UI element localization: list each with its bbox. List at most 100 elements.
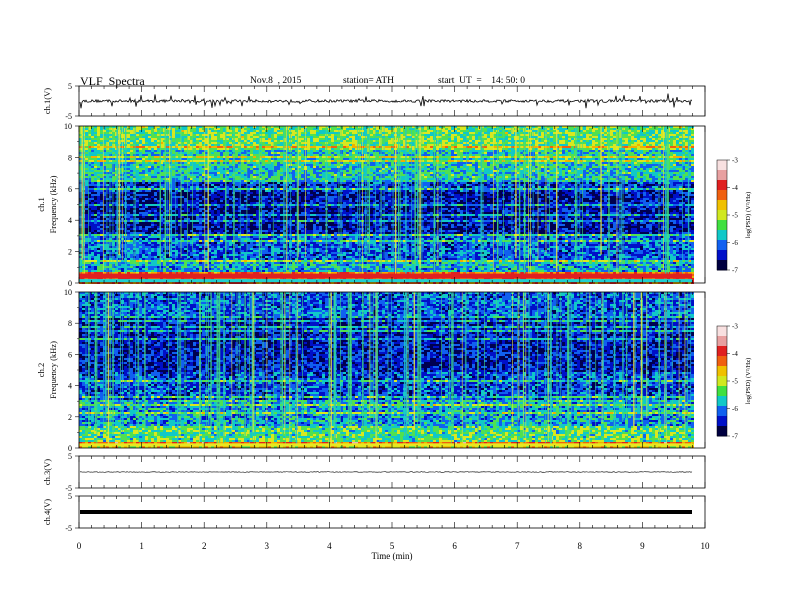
spectrogram-cell xyxy=(430,128,433,130)
spectrogram-cell xyxy=(262,136,265,138)
spectrogram-cell xyxy=(670,136,673,138)
spectrogram-cell xyxy=(346,134,349,136)
spectrogram-cell xyxy=(535,142,538,144)
spectrogram-cell xyxy=(610,136,613,138)
spectrogram-cell xyxy=(520,142,523,144)
spectrogram-cell xyxy=(268,136,271,138)
spectrogram-cell xyxy=(520,136,523,138)
spectrogram-cell xyxy=(262,142,265,144)
spectrogram-cell xyxy=(508,134,511,136)
spectrogram-cell xyxy=(442,140,445,142)
spectrogram-cell xyxy=(328,140,331,142)
spectrogram-cell xyxy=(571,128,574,130)
spectrogram-cell xyxy=(100,144,103,146)
spectrogram-cell xyxy=(319,128,322,130)
spectrogram-cell xyxy=(673,136,676,138)
spectrogram-cell xyxy=(676,128,679,130)
spectrogram-cell xyxy=(151,136,154,138)
spectrogram-cell xyxy=(85,142,88,144)
spectrogram-cell xyxy=(628,128,631,130)
spectrogram-cell xyxy=(277,132,280,134)
spectrogram-cell xyxy=(94,136,97,138)
spectrogram-cell xyxy=(217,140,220,142)
spectrogram-cell xyxy=(499,140,502,142)
spectrogram-cell xyxy=(658,134,661,136)
spectrogram-cell xyxy=(385,134,388,136)
spectrogram-cell xyxy=(592,138,595,140)
spectrogram-cell xyxy=(181,140,184,142)
spectrogram-cell xyxy=(460,140,463,142)
spectrogram-cell xyxy=(487,128,490,130)
spectrogram-cell xyxy=(310,134,313,136)
spectrogram-cell xyxy=(220,132,223,134)
spectrogram-cell xyxy=(550,130,553,132)
spectrogram-cell xyxy=(610,128,613,130)
spectrogram-cell xyxy=(136,138,139,140)
spectrogram-cell xyxy=(109,136,112,138)
spectrogram-cell xyxy=(322,136,325,138)
spectrogram-cell xyxy=(196,130,199,132)
spectrogram-cell xyxy=(436,134,439,136)
spectrogram-cell xyxy=(328,132,331,134)
spectrogram-cell xyxy=(148,138,151,140)
spectrogram-cell xyxy=(178,134,181,136)
spectrogram-cell xyxy=(217,130,220,132)
spectrogram-cell xyxy=(106,132,109,134)
spectrogram-cell xyxy=(262,128,265,130)
spectrogram-cell xyxy=(436,142,439,144)
spectrogram-cell xyxy=(430,138,433,140)
spectrogram-cell xyxy=(268,140,271,142)
spectrogram-cell xyxy=(199,140,202,142)
spectrogram-cell xyxy=(307,138,310,140)
spectrogram-cell xyxy=(460,132,463,134)
spectrogram-cell xyxy=(628,130,631,132)
spectrogram-cell xyxy=(631,130,634,132)
spectrogram-cell xyxy=(154,134,157,136)
spectrogram-cell xyxy=(376,138,379,140)
ch1-waveform-panel: 5-5ch.1(V) xyxy=(42,82,705,121)
spectrogram-cell xyxy=(142,140,145,142)
spectrogram-cell xyxy=(472,128,475,130)
spectrogram-cell xyxy=(274,128,277,130)
spectrogram-cell xyxy=(676,140,679,142)
spectrogram-cell xyxy=(316,140,319,142)
spectrogram-cell xyxy=(541,136,544,138)
spectrogram-cell xyxy=(340,132,343,134)
spectrogram-cell xyxy=(442,136,445,138)
spectrogram-cell xyxy=(136,140,139,142)
spectrogram-cell xyxy=(322,130,325,132)
spectrogram-cell xyxy=(442,128,445,130)
spectrogram-cell xyxy=(316,130,319,132)
spectrogram-cell xyxy=(211,128,214,130)
spectrogram-cell xyxy=(562,132,565,134)
spectrogram-cell xyxy=(340,140,343,142)
spectrogram-cell xyxy=(427,130,430,132)
spectrogram-cell xyxy=(445,132,448,134)
spectrogram-cell xyxy=(385,128,388,130)
spectrogram-cell xyxy=(199,136,202,138)
spectrogram-cell xyxy=(550,132,553,134)
spectrogram-cell xyxy=(193,134,196,136)
spectrogram-cell xyxy=(253,134,256,136)
spectrogram-cell xyxy=(421,138,424,140)
spectrogram-cell xyxy=(172,130,175,132)
spectrogram-cell xyxy=(130,140,133,142)
spectrogram-cell xyxy=(85,140,88,142)
spectrogram-cell xyxy=(445,128,448,130)
spectrogram-cell xyxy=(97,140,100,142)
spectrogram-cell xyxy=(652,142,655,144)
spectrogram-cell xyxy=(562,142,565,144)
spectrogram-cell xyxy=(280,128,283,130)
spectrogram-cell xyxy=(376,140,379,142)
spectrogram-cell xyxy=(370,130,373,132)
spectrogram-cell xyxy=(340,130,343,132)
spectrogram-cell xyxy=(172,128,175,130)
spectrogram-cell xyxy=(448,134,451,136)
spectrogram-cell xyxy=(346,142,349,144)
spectrogram-cell xyxy=(460,134,463,136)
spectrogram-cell xyxy=(565,142,568,144)
spectrogram-cell xyxy=(217,134,220,136)
spectrogram-cell xyxy=(376,142,379,144)
spectrogram-cell xyxy=(586,136,589,138)
spectrogram-cell xyxy=(331,136,334,138)
